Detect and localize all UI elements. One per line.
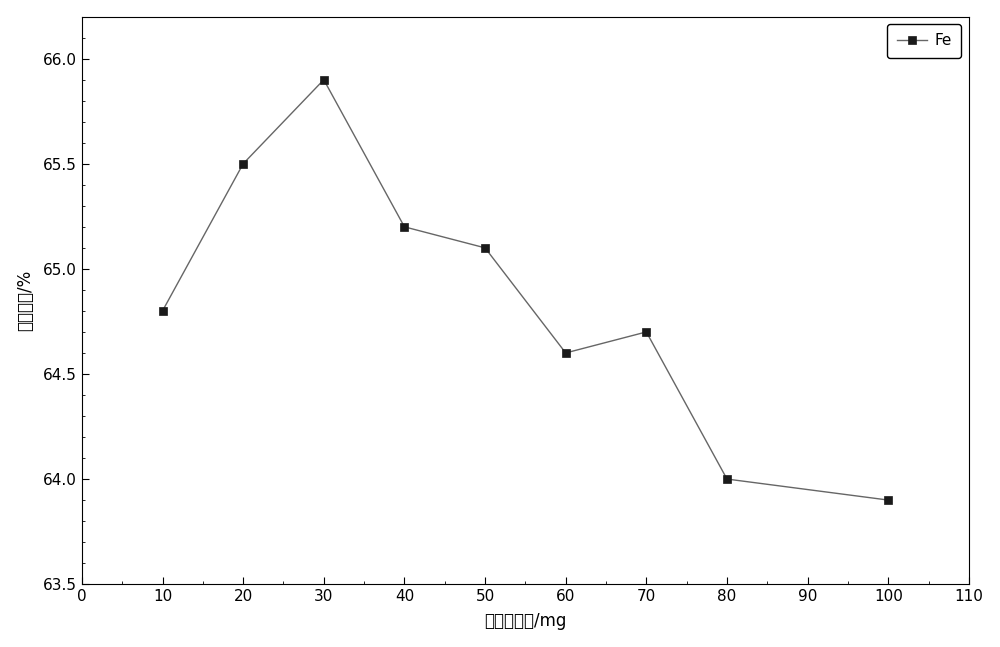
Line: Fe: Fe xyxy=(158,76,892,504)
Fe xyxy=(318,76,330,83)
Fe xyxy=(560,349,572,357)
Fe xyxy=(479,244,491,252)
Fe xyxy=(882,496,894,504)
Fe xyxy=(398,223,410,231)
Fe xyxy=(640,328,652,336)
Fe xyxy=(237,160,249,168)
X-axis label: 分散剂用量/mg: 分散剂用量/mg xyxy=(484,612,567,630)
Fe xyxy=(157,307,169,315)
Legend: Fe: Fe xyxy=(887,25,961,58)
Fe xyxy=(721,475,733,483)
Y-axis label: 质量分数/%: 质量分数/% xyxy=(17,270,35,331)
